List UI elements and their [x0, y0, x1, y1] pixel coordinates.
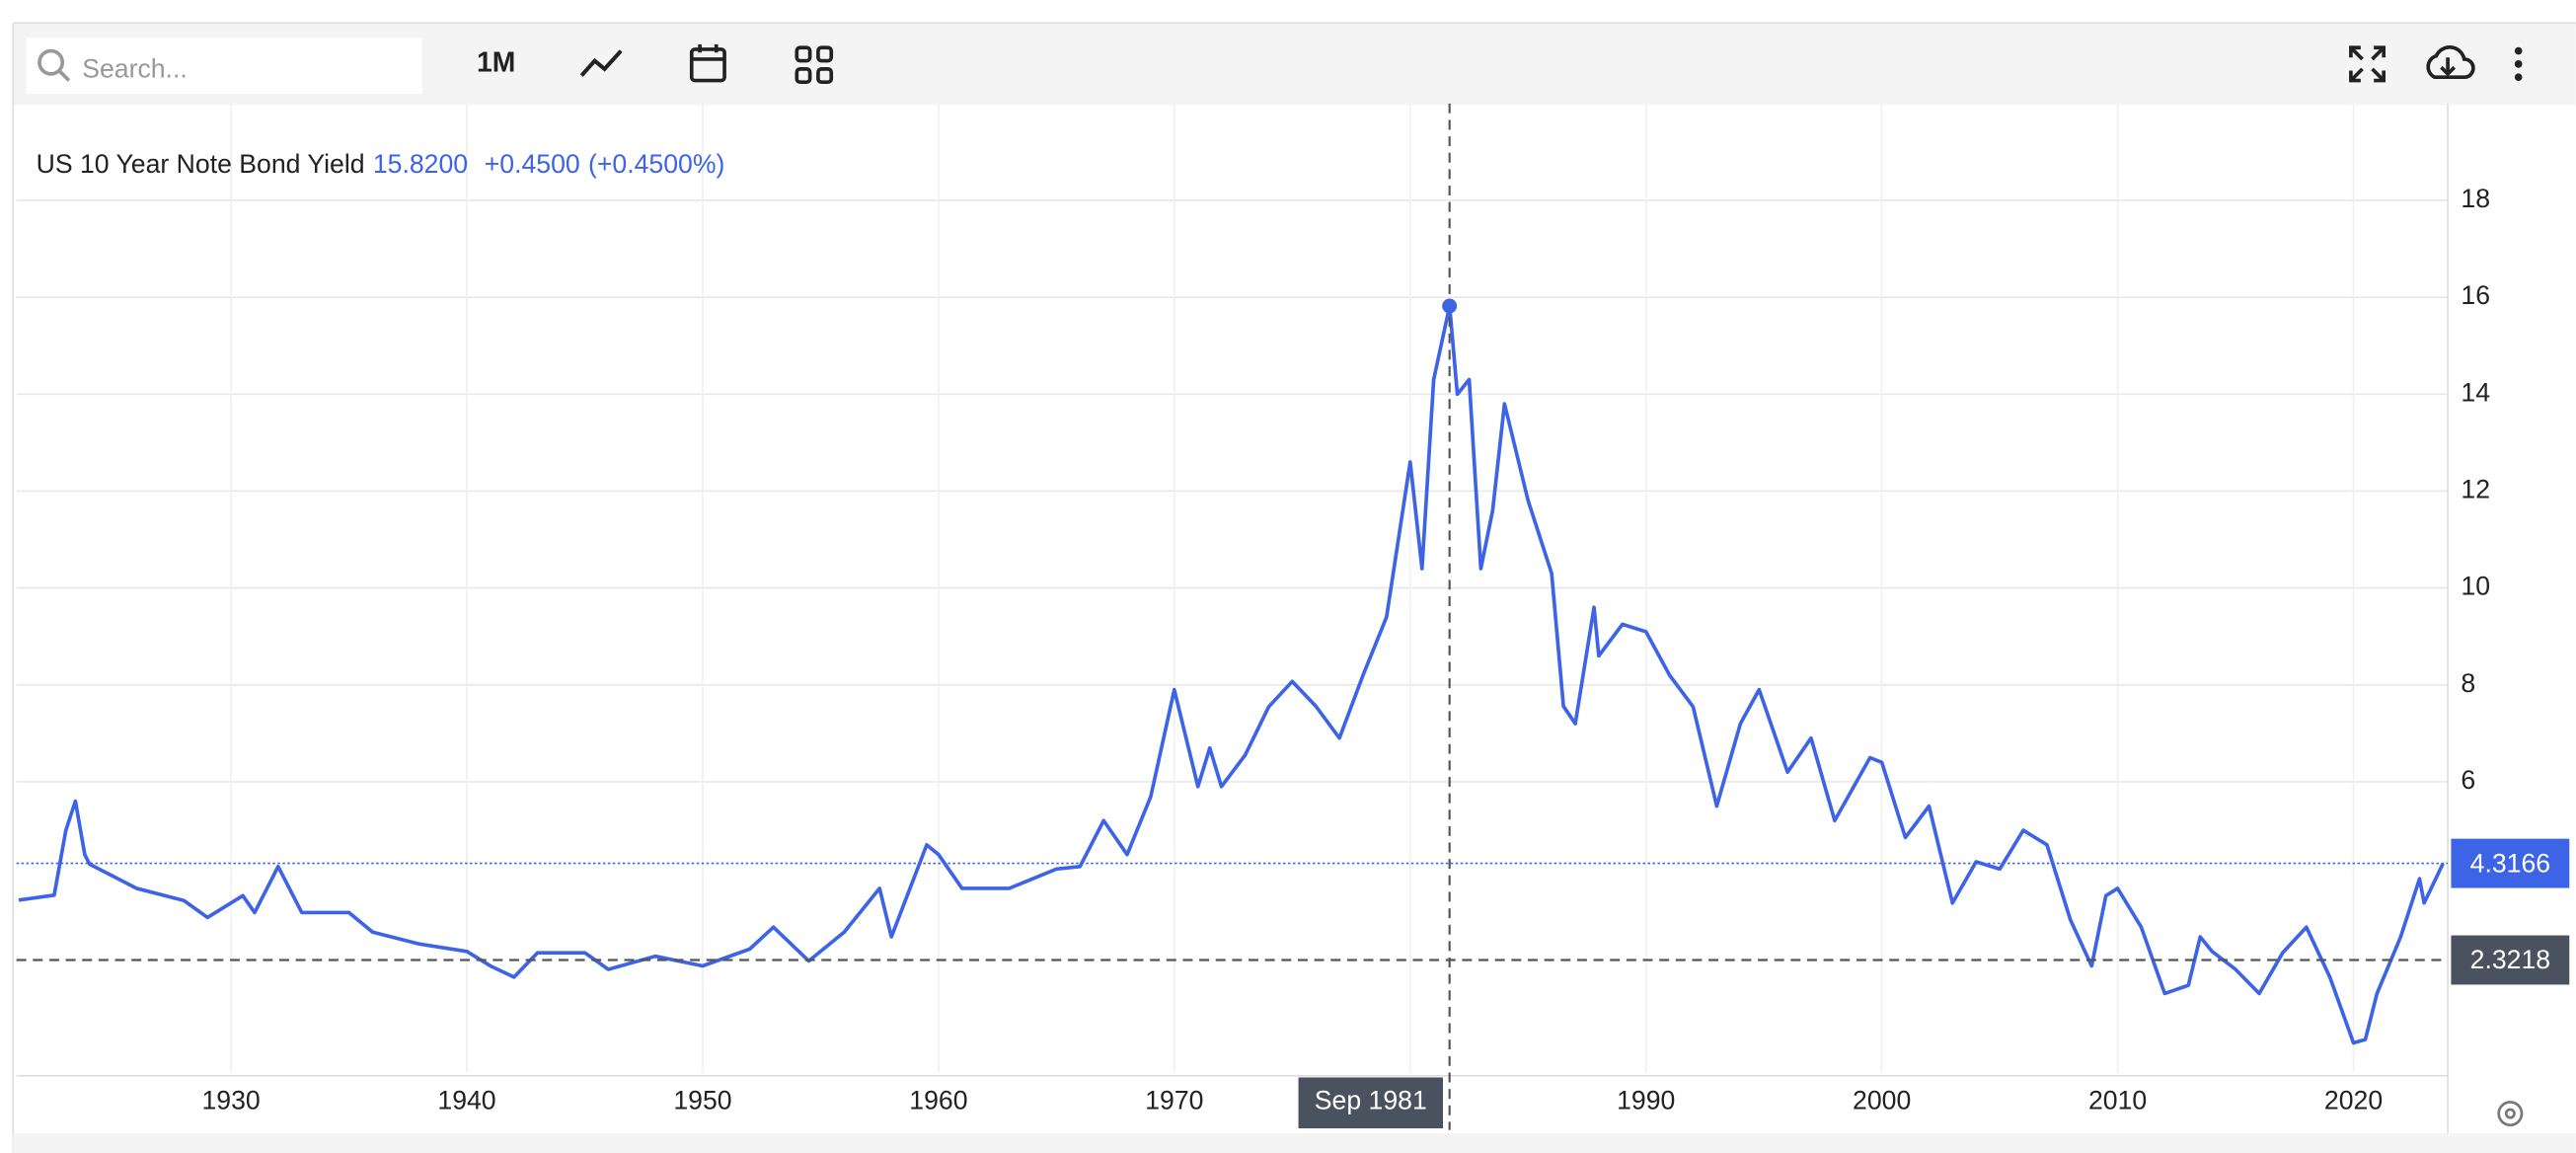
search-box[interactable]: [26, 38, 422, 94]
y-tick-label: 12: [2461, 475, 2490, 504]
hover-point: [1442, 298, 1458, 314]
crosshair-y-box: [2451, 935, 2570, 985]
x-tick-label: 1960: [909, 1085, 967, 1115]
x-tick-label: 1970: [1145, 1085, 1203, 1115]
chart-type-button[interactable]: [579, 49, 623, 77]
change-percent: (+0.4500%): [588, 149, 724, 179]
crosshair-x-label: Sep 1981: [1315, 1085, 1427, 1115]
settings-button[interactable]: [2497, 1101, 2524, 1127]
y-tick-label: 8: [2461, 668, 2475, 698]
x-tick-label: 2020: [2324, 1085, 2383, 1115]
download-button[interactable]: [2426, 45, 2475, 80]
x-tick-label: 1930: [201, 1085, 260, 1115]
crosshair-y-label: 2.3218: [2470, 945, 2550, 974]
search-placeholder[interactable]: Search...: [82, 54, 188, 84]
menu-button[interactable]: [2514, 46, 2523, 82]
legend: US 10 Year Note Bond Yield 15.8200 +0.4500…: [37, 149, 725, 179]
line: [18, 304, 2445, 1045]
y-tick-label: 10: [2461, 572, 2490, 601]
last-value-label: 4.3166: [2470, 848, 2550, 878]
y-tick-label: 16: [2461, 280, 2490, 310]
calendar-button[interactable]: [689, 43, 726, 83]
x-tick-label: 2000: [1853, 1085, 1911, 1115]
search-icon: [38, 48, 71, 82]
layout-button[interactable]: [795, 45, 834, 85]
x-tick-label: 1950: [673, 1085, 731, 1115]
y-tick-label: 6: [2461, 765, 2475, 795]
crosshair-x-box: [1298, 1077, 1444, 1129]
last-value-box: [2451, 838, 2570, 888]
change: +0.4500: [485, 149, 580, 179]
x-tick-label: 2010: [2088, 1085, 2147, 1115]
x-tick-label: 1990: [1617, 1085, 1675, 1115]
hover-value: 15.8200: [373, 149, 468, 179]
toolbar: [13, 23, 2576, 106]
y-tick-label: 18: [2461, 184, 2490, 213]
footer: [13, 1133, 2576, 1153]
x-tick-label: 1940: [437, 1085, 495, 1115]
fullscreen-button[interactable]: [2349, 45, 2387, 83]
chart-title: US 10 Year Note Bond Yield: [37, 149, 365, 179]
y-tick-label: 14: [2461, 377, 2490, 407]
period-button[interactable]: 1M: [477, 45, 515, 77]
